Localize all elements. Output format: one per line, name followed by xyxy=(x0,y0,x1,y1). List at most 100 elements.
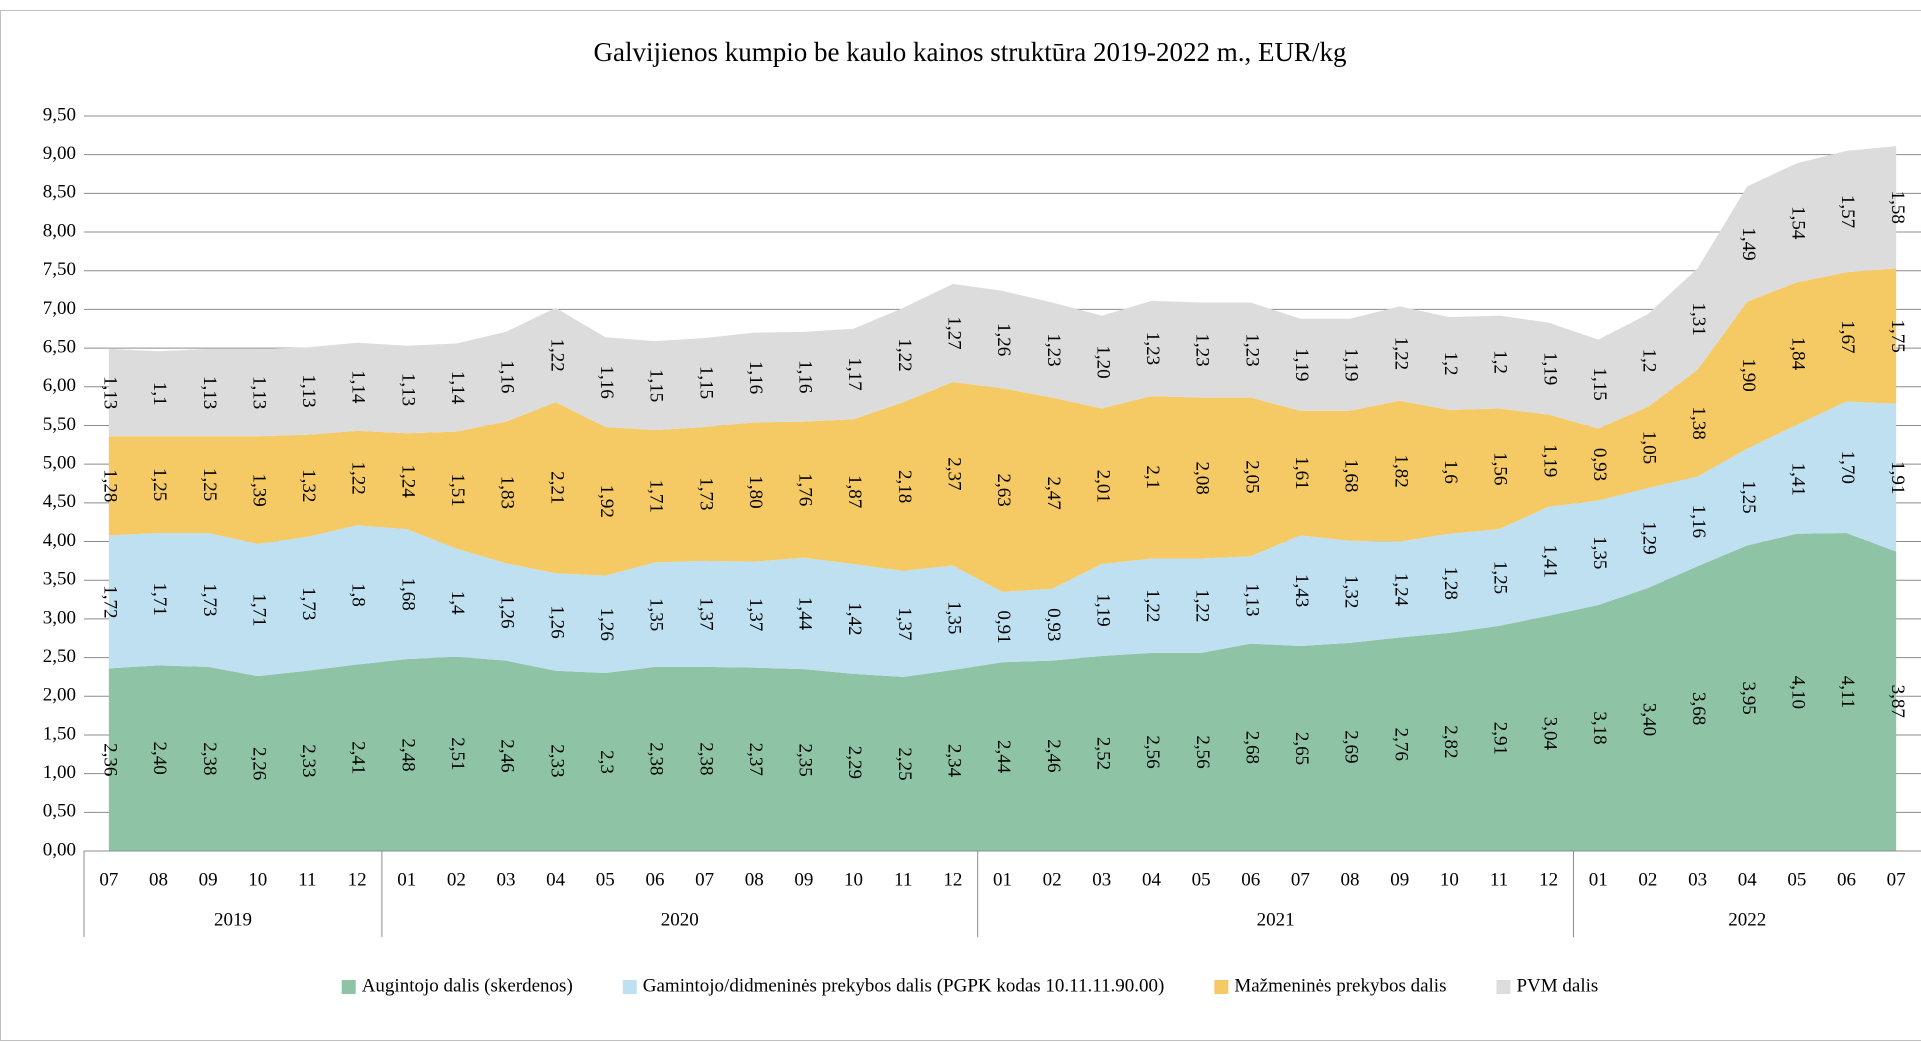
x-tick-label: 07 xyxy=(695,869,714,890)
data-label: 1,23 xyxy=(1142,332,1163,365)
data-label: 1,19 xyxy=(1291,348,1312,381)
data-label: 1,16 xyxy=(1688,505,1709,538)
data-label: 3,18 xyxy=(1589,711,1610,744)
y-tick-label: 7,00 xyxy=(43,298,76,319)
data-label: 1,1 xyxy=(149,382,170,406)
data-label: 1,32 xyxy=(298,469,319,502)
x-tick-label: 08 xyxy=(745,869,764,890)
data-label: 1,22 xyxy=(894,338,915,371)
x-tick-label: 11 xyxy=(894,869,912,890)
data-label: 2,18 xyxy=(894,470,915,503)
y-tick-label: 4,50 xyxy=(43,491,76,512)
data-label: 2,40 xyxy=(149,742,170,775)
data-label: 1,15 xyxy=(1589,367,1610,400)
x-tick-label: 11 xyxy=(298,869,316,890)
x-tick-label: 06 xyxy=(645,869,664,890)
x-tick-label: 09 xyxy=(794,869,813,890)
data-label: 1,73 xyxy=(695,477,716,510)
data-label: 2,25 xyxy=(894,747,915,780)
legend: Augintojo dalis (skerdenos) Gamintojo/did… xyxy=(341,975,1598,996)
data-label: 1,23 xyxy=(1241,333,1262,366)
x-tick-label: 06 xyxy=(1837,869,1856,890)
legend-label: Mažmeninės prekybos dalis xyxy=(1234,975,1446,996)
data-label: 1,58 xyxy=(1887,191,1908,224)
data-labels: 2,36 2,40 2,38 2,26 2,33 2,41 2,48 2,51 2,46 2,33… xyxy=(99,191,1907,781)
data-label: 1,05 xyxy=(1639,431,1660,464)
legend-label: Gamintojo/didmeninės prekybos dalis (PGP… xyxy=(643,975,1165,996)
data-label: 1,15 xyxy=(646,369,667,402)
group-label: 2021 xyxy=(1257,909,1295,930)
data-label: 3,68 xyxy=(1688,692,1709,725)
x-tick-label: 02 xyxy=(1638,869,1657,890)
data-label: 3,04 xyxy=(1539,717,1560,751)
x-tick-label: 09 xyxy=(199,869,218,890)
x-tick-label: 04 xyxy=(1738,869,1758,890)
data-label: 1,14 xyxy=(348,370,369,404)
data-label: 1,13 xyxy=(298,374,319,407)
data-label: 4,11 xyxy=(1837,676,1858,709)
data-label: 1,16 xyxy=(795,360,816,393)
y-tick-label: 3,00 xyxy=(43,607,76,628)
data-label: 3,40 xyxy=(1639,703,1660,736)
data-label: 1,29 xyxy=(1639,521,1660,554)
data-label: 2,52 xyxy=(1092,737,1113,770)
chart-title: Galvijienos kumpio be kaulo kainos struk… xyxy=(594,37,1347,67)
data-label: 2,56 xyxy=(1142,735,1163,768)
data-label: 1,39 xyxy=(248,473,269,506)
group-label: 2019 xyxy=(214,909,252,930)
y-tick-label: 6,00 xyxy=(43,375,76,396)
data-label: 2,35 xyxy=(795,743,816,776)
x-tick-label: 04 xyxy=(1142,869,1162,890)
x-tick-label: 03 xyxy=(1688,869,1707,890)
data-label: 1,31 xyxy=(1688,302,1709,335)
data-label: 1,22 xyxy=(1390,337,1411,370)
x-tick-label: 10 xyxy=(248,869,267,890)
data-label: 1,4 xyxy=(447,591,468,615)
data-label: 2,46 xyxy=(1043,739,1064,772)
data-label: 1,23 xyxy=(1043,333,1064,366)
x-tick-label: 07 xyxy=(1887,869,1906,890)
data-label: 0,93 xyxy=(1043,608,1064,641)
data-label: 1,49 xyxy=(1738,227,1759,260)
data-label: 1,35 xyxy=(943,601,964,634)
data-label: 1,91 xyxy=(1887,461,1908,494)
data-label: 1,25 xyxy=(149,468,170,501)
data-label: 1,35 xyxy=(1589,536,1610,569)
data-label: 1,22 xyxy=(348,461,369,494)
data-label: 1,44 xyxy=(795,597,816,631)
x-tick-label: 07 xyxy=(1291,869,1310,890)
data-label: 1,27 xyxy=(943,316,964,349)
data-label: 2,69 xyxy=(1341,730,1362,763)
data-label: 1,80 xyxy=(745,475,766,508)
data-label: 2,91 xyxy=(1490,722,1511,755)
data-label: 1,90 xyxy=(1738,359,1759,392)
x-tick-label: 10 xyxy=(1440,869,1459,890)
data-label: 1,76 xyxy=(795,473,816,506)
area xyxy=(108,268,1897,592)
data-label: 2,38 xyxy=(199,742,220,775)
legend-swatch xyxy=(1214,980,1229,994)
data-label: 2,37 xyxy=(943,457,964,490)
y-tick-label: 8,50 xyxy=(43,182,76,203)
data-label: 2,82 xyxy=(1440,725,1461,758)
x-tick-label: 03 xyxy=(497,869,516,890)
data-label: 1,23 xyxy=(1192,333,1213,366)
area xyxy=(108,533,1897,851)
y-tick-label: 1,00 xyxy=(43,762,76,783)
data-label: 2,29 xyxy=(844,746,865,779)
y-tick-label: 0,00 xyxy=(43,839,76,860)
data-label: 1,2 xyxy=(1440,352,1461,376)
x-tick-label: 01 xyxy=(993,869,1012,890)
x-tick-label: 12 xyxy=(348,869,367,890)
data-label: 2,44 xyxy=(993,740,1014,774)
data-label: 1,19 xyxy=(1341,348,1362,381)
data-label: 1,13 xyxy=(199,376,220,409)
data-label: 1,8 xyxy=(348,583,369,607)
data-label: 1,37 xyxy=(894,607,915,640)
data-label: 1,67 xyxy=(1837,320,1858,353)
data-label: 1,37 xyxy=(695,597,716,630)
data-label: 2,38 xyxy=(695,742,716,775)
y-tick-label: 9,50 xyxy=(43,104,76,125)
y-tick-label: 5,50 xyxy=(43,414,76,435)
